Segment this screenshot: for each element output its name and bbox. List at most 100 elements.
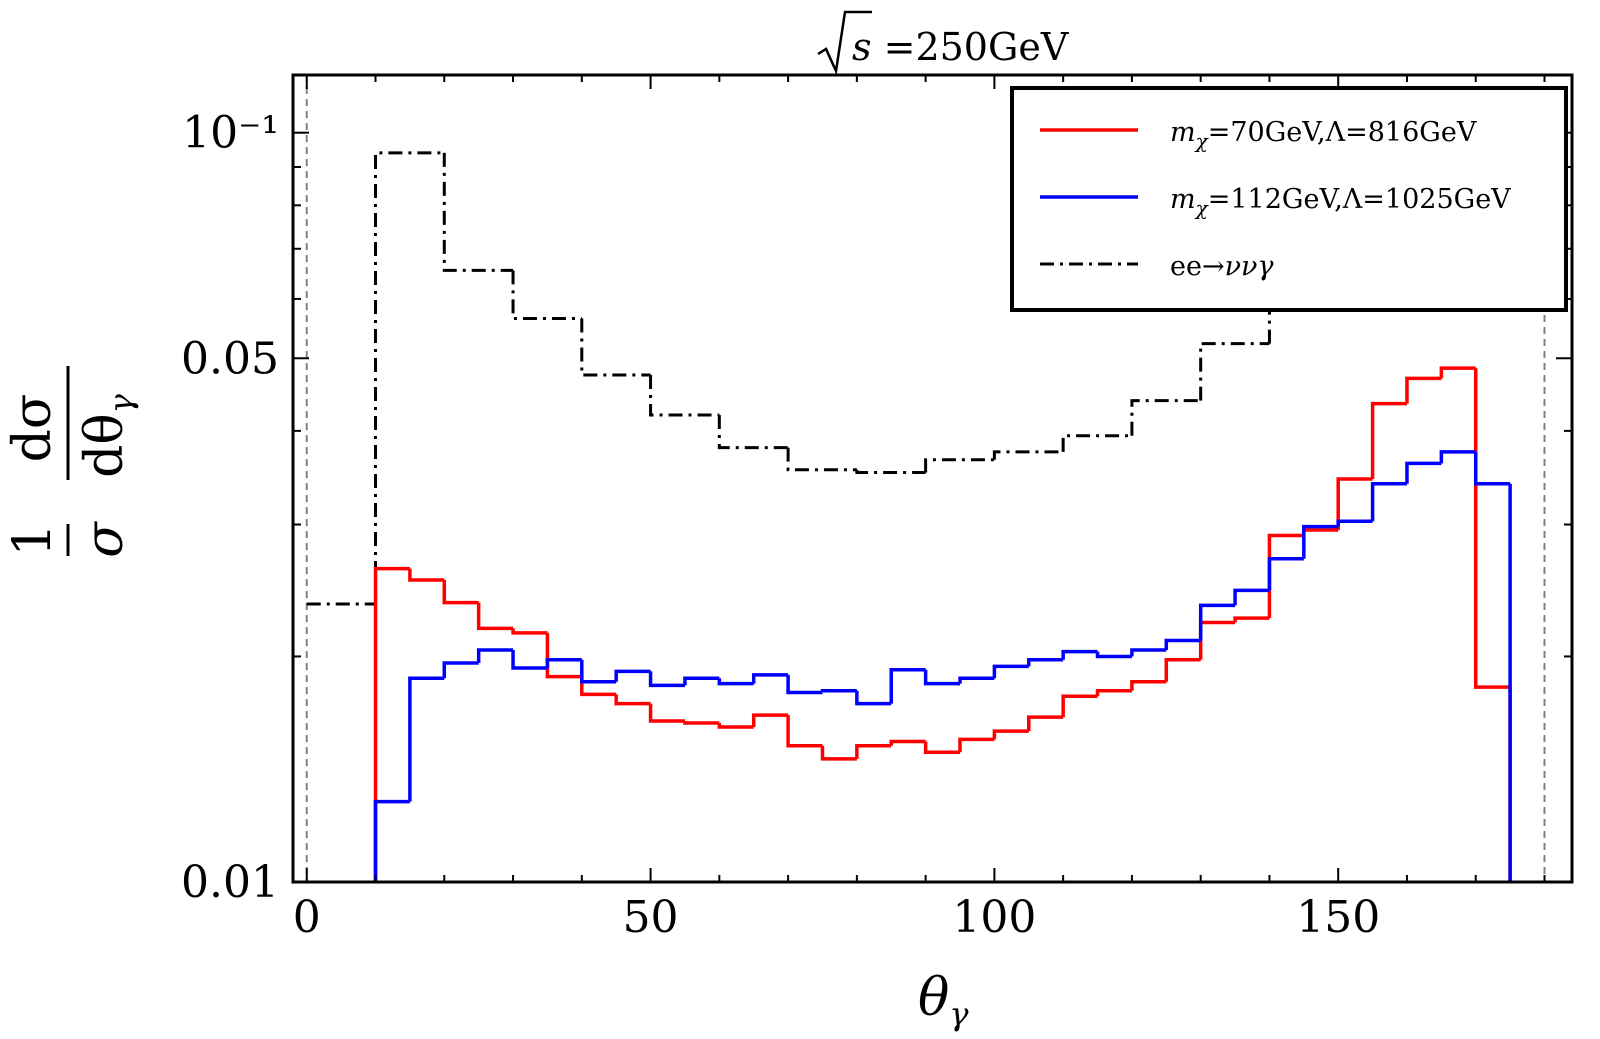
bin-dm70-11 — [751, 713, 789, 728]
bin-dm112-30 — [1405, 461, 1442, 484]
bin-background-12 — [1130, 399, 1201, 436]
sqrt-sign-icon — [817, 10, 872, 76]
y-axis-label: 1 σ dσ dθγ — [3, 366, 140, 558]
bin-dm70-10 — [717, 723, 754, 729]
bin-dm112-4 — [511, 649, 548, 670]
bin-dm112-0 — [373, 799, 410, 882]
bin-background-10 — [992, 450, 1064, 460]
svg-text:dθγ: dθγ — [75, 393, 140, 478]
bin-dm112-8 — [648, 671, 685, 688]
bin-dm70-7 — [614, 694, 651, 706]
y-label-den1: σ — [75, 521, 135, 558]
bin-dm70-12 — [786, 715, 823, 748]
bin-dm112-10 — [717, 678, 754, 686]
bin-dm70-19 — [1027, 715, 1064, 732]
y-label-num2: dσ — [3, 394, 63, 463]
x-axis: 0 50 100 150 — [293, 75, 1546, 943]
title-symbol: s — [852, 25, 872, 69]
svg-text:s =250GeV: s =250GeV — [852, 25, 1069, 69]
bin-dm70-17 — [958, 737, 995, 753]
bin-dm112-29 — [1370, 482, 1407, 522]
bin-dm112-9 — [683, 676, 720, 686]
legend-box — [1010, 86, 1568, 312]
legend-label-dm70: mχ=70GeV,Λ=816GeV — [1170, 117, 1477, 153]
bin-dm70-2 — [442, 579, 479, 605]
bin-dm112-13 — [820, 688, 857, 693]
x-axis-label: θγ — [918, 968, 969, 1033]
bin-dm70-14 — [855, 743, 892, 759]
series-dm70 — [373, 366, 1512, 882]
y-label-num1: 1 — [3, 523, 63, 556]
x-axis-symbol: θ — [918, 968, 949, 1028]
x-tick-label: 150 — [1296, 892, 1380, 943]
x-tick-label: 0 — [293, 892, 321, 943]
bin-dm112-21 — [1095, 651, 1132, 659]
bin-dm112-14 — [855, 690, 892, 706]
bin-dm112-3 — [476, 648, 514, 664]
bin-background-4 — [580, 318, 651, 377]
bin-dm112-23 — [1164, 638, 1201, 650]
bin-dm70-31 — [1439, 366, 1476, 379]
bin-background-9 — [924, 458, 995, 473]
bin-dm70-13 — [820, 745, 857, 761]
bin-dm70-32 — [1473, 368, 1511, 689]
y-label-den2-subscript: γ — [102, 393, 140, 413]
bin-background-2 — [442, 152, 514, 272]
bin-dm70-23 — [1164, 657, 1201, 682]
legend-label-dm112: mχ=112GeV,Λ=1025GeV — [1170, 184, 1511, 220]
x-tick-label: 100 — [952, 892, 1036, 943]
legend-label-background: ee→ννγ — [1170, 251, 1274, 282]
bin-dm112-2 — [442, 661, 479, 679]
bin-dm112-12 — [786, 674, 823, 695]
bin-dm70-20 — [1061, 694, 1098, 718]
x-tick-label: 50 — [623, 892, 679, 943]
bin-background-1 — [374, 151, 445, 604]
bin-dm70-26 — [1267, 533, 1304, 619]
chart-title: s =250GeV — [817, 10, 1069, 76]
bin-dm70-24 — [1198, 620, 1236, 660]
bin-dm70-18 — [992, 729, 1029, 740]
bin-dm70-0 — [373, 566, 410, 882]
bin-dm70-27 — [1302, 528, 1339, 536]
y-tick-label: 0.05 — [181, 333, 279, 384]
bin-dm112-26 — [1267, 557, 1304, 591]
bin-dm70-3 — [476, 602, 514, 631]
bin-dm70-1 — [408, 568, 445, 582]
y-axis: 0.01 0.05 10⁻¹ — [181, 108, 1572, 908]
bin-dm70-22 — [1130, 680, 1167, 691]
y-tick-label: 10⁻¹ — [182, 108, 279, 159]
bin-dm70-28 — [1336, 477, 1373, 530]
bin-background-3 — [511, 270, 582, 320]
bin-dm112-28 — [1336, 519, 1373, 527]
legend: mχ=70GeV,Λ=816GeV mχ=112GeV,Λ=1025GeV ee… — [1010, 86, 1568, 312]
bin-dm70-4 — [511, 628, 548, 635]
bin-dm70-25 — [1233, 616, 1270, 623]
bin-dm112-20 — [1061, 649, 1098, 660]
bin-dm112-15 — [889, 667, 926, 704]
bin-dm112-31 — [1439, 450, 1476, 464]
bin-dm70-21 — [1095, 688, 1132, 697]
bin-dm70-5 — [545, 632, 582, 679]
bin-dm70-16 — [923, 741, 961, 754]
series-dm112 — [373, 450, 1512, 882]
bin-dm112-24 — [1198, 603, 1236, 641]
bin-dm70-8 — [648, 703, 685, 723]
bin-background-11 — [1061, 434, 1132, 452]
bin-dm112-7 — [614, 669, 651, 682]
bin-dm112-1 — [408, 676, 445, 802]
bin-dm112-17 — [958, 676, 995, 684]
bin-background-7 — [786, 447, 857, 472]
bin-dm112-16 — [923, 669, 961, 686]
bin-dm70-15 — [889, 739, 926, 746]
bin-dm70-30 — [1405, 376, 1442, 404]
bin-dm112-11 — [751, 673, 789, 684]
bin-background-8 — [855, 469, 926, 474]
bin-dm112-5 — [545, 657, 582, 669]
plot-frame — [291, 73, 1574, 884]
bin-dm112-6 — [580, 659, 617, 684]
bin-background-5 — [649, 374, 720, 417]
bin-dm112-27 — [1302, 524, 1339, 559]
bin-dm112-32 — [1473, 451, 1511, 486]
bin-dm112-18 — [992, 664, 1029, 679]
